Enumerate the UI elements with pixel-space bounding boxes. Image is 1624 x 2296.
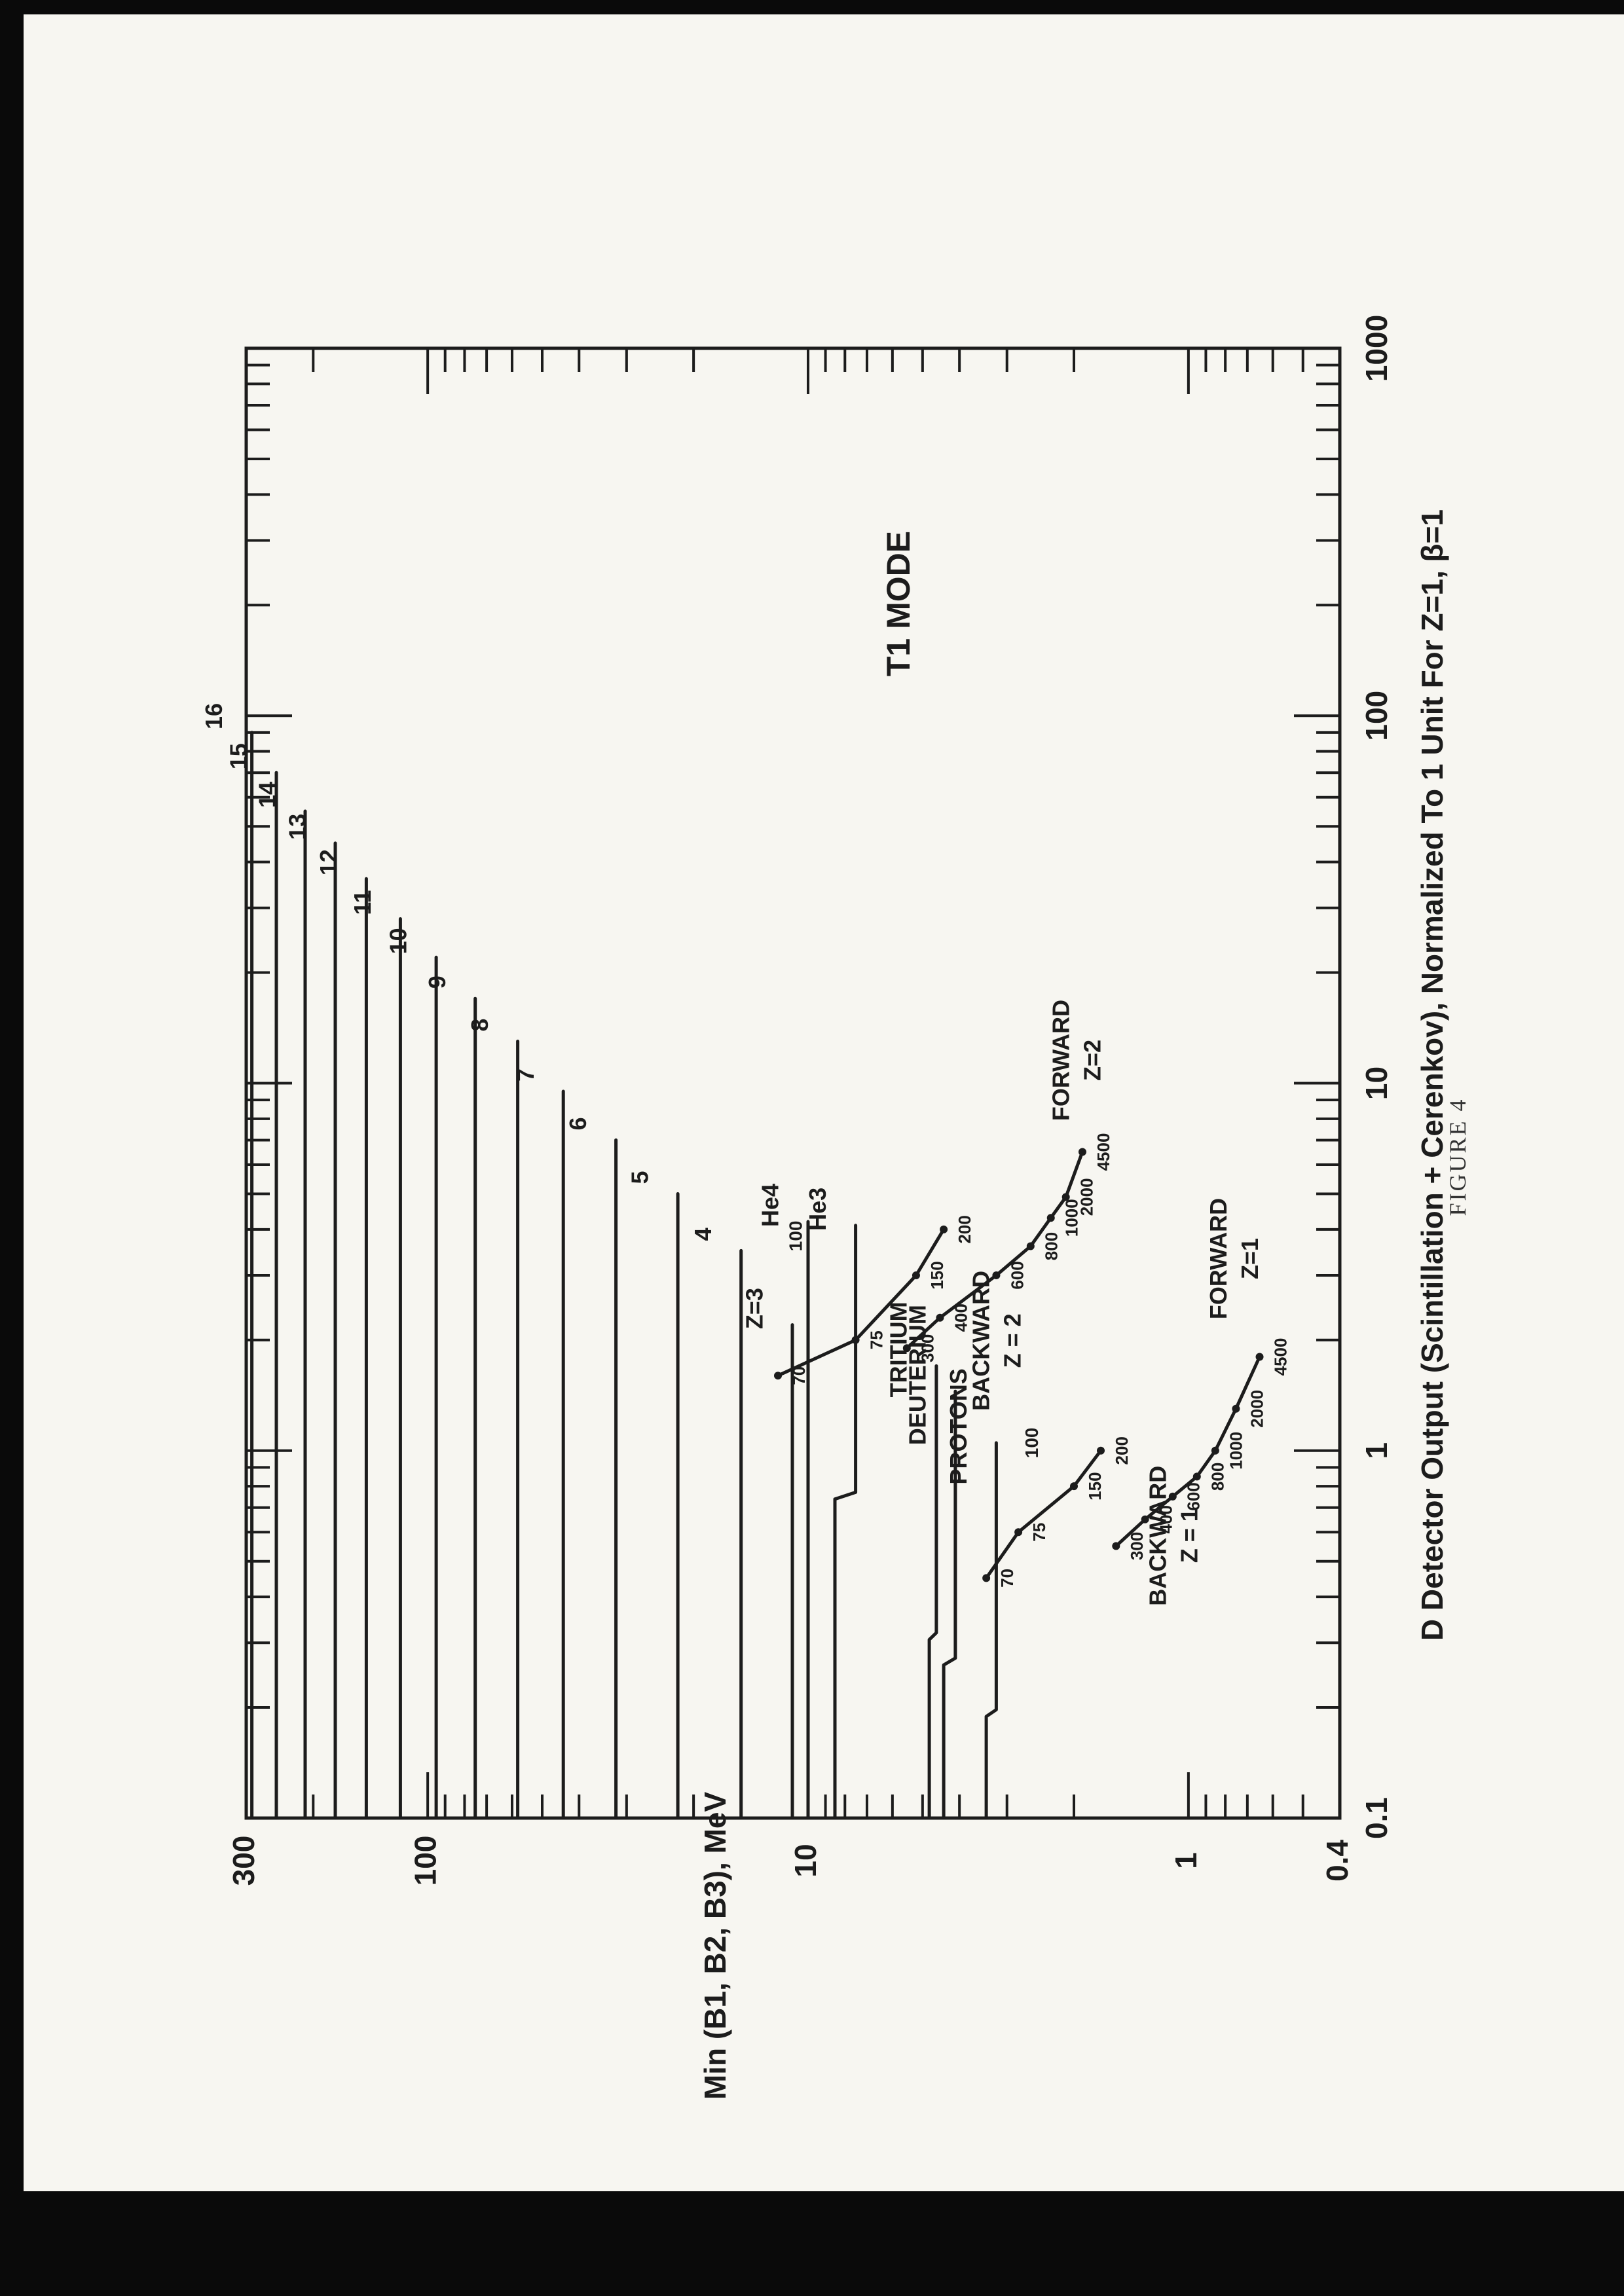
isotope-curve — [942, 1389, 957, 1820]
forward-z2-marker — [992, 1271, 1001, 1279]
backward-z2-curve — [776, 1228, 946, 1377]
y-tick-label: 100 — [408, 1836, 442, 1886]
backward-z2-marker-label: 70 — [789, 1366, 809, 1385]
x-tick-label: 100 — [1359, 691, 1393, 741]
isotope-curve — [833, 1224, 858, 1820]
charge-curve-label: 14 — [253, 782, 280, 808]
backward-z2-marker — [940, 1225, 948, 1233]
backward-z2-marker — [851, 1336, 860, 1344]
backward-z2-marker — [774, 1372, 783, 1380]
backward-z1-marker-label: 70 — [997, 1569, 1017, 1588]
forward-z2-marker-label: 1000 — [1062, 1199, 1082, 1237]
charge-curve-label: 4 — [690, 1228, 716, 1241]
x-axis-title: D Detector Output (Scintillation + Ceren… — [1415, 509, 1449, 1641]
forward-z2-marker — [1026, 1242, 1035, 1250]
y-tick-label: 0.4 — [1320, 1840, 1354, 1882]
isotope-curve-label: He4 — [757, 1184, 784, 1227]
backward-z2-label-sub: Z = 2 — [999, 1313, 1026, 1368]
forward-z2-marker — [1046, 1214, 1055, 1222]
x-tick-label: 1 — [1359, 1442, 1393, 1459]
cutoff-label: 100 — [785, 1220, 805, 1251]
backward-z2-marker-label: 150 — [927, 1261, 947, 1289]
forward-z1-label-sub: Z=1 — [1236, 1238, 1263, 1279]
charge-curve-label: 8 — [466, 1019, 493, 1032]
y-tick-label: 10 — [788, 1844, 822, 1877]
forward-z2-marker — [1078, 1148, 1086, 1156]
y-tick-label: 300 — [227, 1836, 261, 1886]
backward-z1-marker — [1096, 1446, 1105, 1455]
forward-z2-marker-label: 300 — [918, 1334, 938, 1362]
y-axis-title: Min (B1, B2, B3), MeV — [698, 1792, 732, 2100]
forward-z2-marker — [1061, 1193, 1070, 1201]
forward-z2-label: FORWARD — [1047, 1000, 1074, 1121]
x-tick-label: 1000 — [1359, 315, 1393, 382]
forward-z2-marker — [902, 1344, 911, 1353]
isotope-curve — [927, 1364, 938, 1820]
charge-curve-label: 16 — [200, 703, 227, 729]
backward-z1-label: BACKWARD — [1145, 1466, 1172, 1606]
charge-curve-label: 9 — [424, 975, 451, 989]
charge-curve-label: 15 — [225, 743, 252, 769]
forward-z1-marker-label: 400 — [1156, 1505, 1176, 1533]
charge-curve-label: 6 — [564, 1117, 591, 1130]
x-tick-label: 0.1 — [1359, 1797, 1393, 1839]
scanned-page: 0.1 1 10 100 1000 300 100 10 1 0.4 D Detector Outp… — [24, 14, 1624, 2191]
backward-z1-marker — [982, 1574, 991, 1582]
charge-curve-label: 13 — [284, 814, 310, 840]
backward-z2-label: BACKWARD — [968, 1271, 995, 1411]
isotope-curve-label: He3 — [804, 1188, 831, 1231]
charge-curve-label: 5 — [627, 1171, 654, 1184]
isotope-curve-label: PROTONS — [945, 1368, 972, 1484]
forward-z2-marker-label: 800 — [1042, 1232, 1061, 1260]
forward-z2-marker-label: 400 — [951, 1303, 970, 1332]
charge-curve-label: 10 — [385, 928, 412, 954]
forward-z1-marker-label: 300 — [1127, 1532, 1147, 1560]
backward-z1-marker-label: 200 — [1112, 1436, 1132, 1465]
isotope-curve — [984, 1441, 998, 1820]
charge-curve-label: Z=3 — [741, 1288, 767, 1329]
forward-z1-marker — [1192, 1472, 1201, 1481]
backward-z2-marker-label: 200 — [955, 1215, 974, 1243]
forward-z1-marker — [1211, 1446, 1219, 1455]
forward-z1-label: FORWARD — [1205, 1198, 1232, 1319]
backward-z1-label-sub: Z = 1 — [1176, 1508, 1203, 1563]
forward-z1-marker-label: 2000 — [1247, 1390, 1266, 1428]
backward-z2-marker-label: 75 — [866, 1330, 886, 1349]
backward-z1-marker — [1014, 1528, 1023, 1537]
forward-z1-marker — [1255, 1353, 1264, 1361]
forward-z2-marker — [936, 1313, 944, 1322]
forward-z1-marker — [1168, 1492, 1177, 1501]
forward-z2-marker-label: 600 — [1007, 1261, 1027, 1289]
y-tick-label: 1 — [1169, 1852, 1203, 1869]
backward-z2-marker — [912, 1271, 920, 1279]
charge-curve-label: 12 — [315, 849, 342, 875]
forward-z2-marker-label: 2000 — [1077, 1178, 1097, 1216]
chart-title: T1 MODE — [880, 531, 917, 676]
charge-curve-label: 11 — [349, 890, 376, 915]
isotope-curve-label: DEUTERIUM — [904, 1305, 931, 1445]
backward-z1-marker-label: 75 — [1029, 1523, 1049, 1542]
backward-z1-marker-label: 150 — [1085, 1472, 1105, 1500]
cutoff-label: 100 — [1022, 1427, 1042, 1458]
forward-z1-marker — [1141, 1515, 1149, 1523]
forward-z1-marker — [1112, 1542, 1120, 1550]
charge-curve-label: 7 — [512, 1068, 539, 1082]
backward-z1-curve — [984, 1449, 1103, 1580]
forward-z1-marker-label: 4500 — [1270, 1338, 1290, 1376]
backward-z1-marker — [1069, 1482, 1078, 1491]
figure-caption: FIGURE 4 — [1445, 1097, 1471, 1216]
forward-z1-marker-label: 1000 — [1227, 1432, 1246, 1470]
chart: 0.1 1 10 100 1000 300 100 10 1 0.4 D Detector Outp… — [200, 315, 1449, 2100]
forward-z1-marker — [1232, 1404, 1240, 1413]
forward-z1-marker-label: 800 — [1208, 1463, 1228, 1491]
x-tick-label: 10 — [1359, 1066, 1393, 1100]
forward-z1-marker-label: 600 — [1184, 1482, 1204, 1510]
forward-z2-marker-label: 4500 — [1094, 1133, 1113, 1171]
forward-z2-label-sub: Z=2 — [1079, 1040, 1105, 1081]
